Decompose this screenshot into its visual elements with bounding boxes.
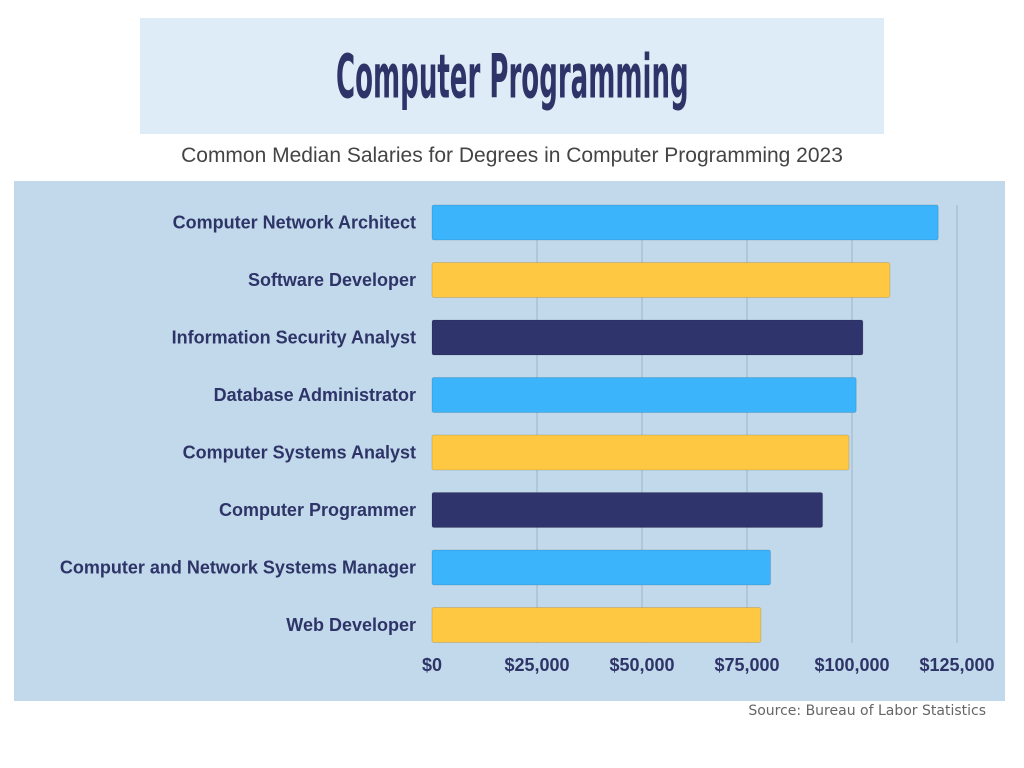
- category-label: Computer Network Architect: [173, 213, 416, 233]
- bars: [431, 204, 939, 643]
- bar-chart: Computer Network Architect Software Devel…: [60, 204, 995, 675]
- category-label: Software Developer: [248, 270, 416, 290]
- bar: [431, 204, 939, 241]
- bar: [431, 434, 850, 471]
- category-label: Computer Programmer: [219, 500, 416, 520]
- x-tick-label: $50,000: [609, 655, 674, 675]
- source-note: Source: Bureau of Labor Statistics: [748, 703, 986, 719]
- category-label: Computer and Network Systems Manager: [60, 558, 416, 578]
- chart-panel: Computer Network Architect Software Devel…: [14, 181, 1005, 701]
- x-tick-label: $0: [422, 655, 442, 675]
- bar: [431, 549, 772, 586]
- x-tick-label: $75,000: [714, 655, 779, 675]
- category-label: Computer Systems Analyst: [183, 443, 416, 463]
- bar: [431, 377, 857, 413]
- category-label: Web Developer: [286, 615, 416, 635]
- x-tick-labels: $0 $25,000 $50,000 $75,000 $100,000 $125,000: [422, 655, 995, 675]
- bar: [431, 262, 891, 298]
- x-tick-label: $100,000: [814, 655, 889, 675]
- category-label: Information Security Analyst: [172, 328, 416, 348]
- x-tick-label: $25,000: [504, 655, 569, 675]
- bar: [431, 607, 762, 643]
- category-label: Database Administrator: [214, 385, 416, 405]
- category-labels: Computer Network Architect Software Devel…: [60, 213, 416, 636]
- bar: [431, 319, 864, 356]
- x-tick-label: $125,000: [919, 655, 994, 675]
- chart-title: Computer Programming: [335, 40, 689, 112]
- bar: [431, 492, 824, 528]
- title-banner: Computer Programming: [140, 18, 884, 134]
- chart-subtitle: Common Median Salaries for Degrees in Co…: [181, 144, 843, 167]
